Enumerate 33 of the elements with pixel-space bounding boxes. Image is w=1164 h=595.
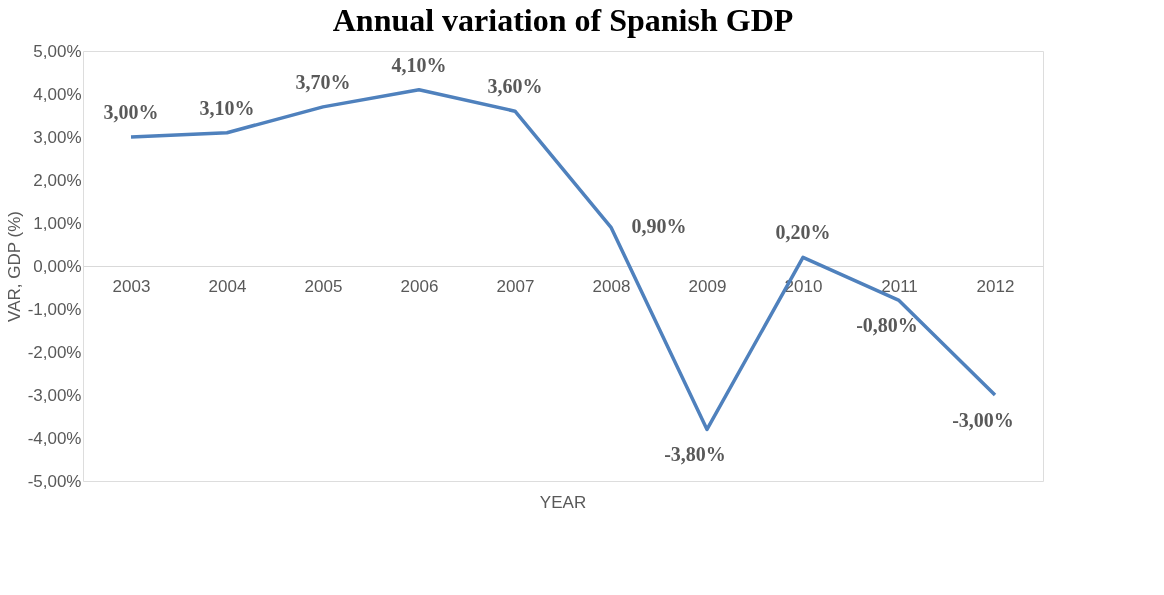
chart-title: Annual variation of Spanish GDP	[332, 2, 794, 38]
y-tick-label: -2,00%	[27, 342, 82, 362]
text: 3,00%	[103, 101, 159, 123]
text: -0,80%	[856, 314, 918, 337]
y-tick-label: -1,00%	[27, 299, 82, 319]
y-tick-label: -5,00%	[27, 471, 82, 491]
text: 0,90%	[631, 215, 687, 238]
x-tick-label: 2005	[304, 276, 343, 296]
text: 3,60%	[487, 75, 543, 98]
y-tick-label: 5,00%	[33, 41, 82, 61]
x-axis-title: YEAR	[539, 493, 587, 512]
text: -3,80%	[664, 443, 726, 466]
text: 3,70%	[295, 70, 351, 93]
x-tick-label: 2007	[496, 276, 535, 296]
y-tick-label: 2,00%	[33, 170, 82, 190]
y-tick-label: -4,00%	[27, 428, 82, 448]
text: 0,20%	[775, 221, 831, 244]
y-tick-label: -3,00%	[27, 385, 82, 405]
y-axis-title: VAR, GDP (%)	[4, 211, 24, 322]
y-tick-label: 1,00%	[33, 213, 82, 233]
y-tick-label: 3,00%	[33, 127, 82, 147]
x-tick-label: 2009	[688, 276, 727, 296]
x-tick-label: 2012	[976, 276, 1015, 296]
text: 3,10%	[199, 96, 255, 119]
x-tick-label: 2006	[400, 276, 439, 296]
text: 4,10%	[391, 53, 447, 76]
y-tick-label: 4,00%	[33, 84, 82, 104]
x-tick-label: 2004	[208, 276, 247, 296]
x-tick-label: 2003	[112, 276, 151, 296]
text: -3,00%	[952, 409, 1014, 431]
x-tick-label: 2011	[881, 276, 918, 296]
x-tick-label: 2008	[592, 276, 631, 296]
y-tick-label: 0,00%	[33, 256, 82, 276]
